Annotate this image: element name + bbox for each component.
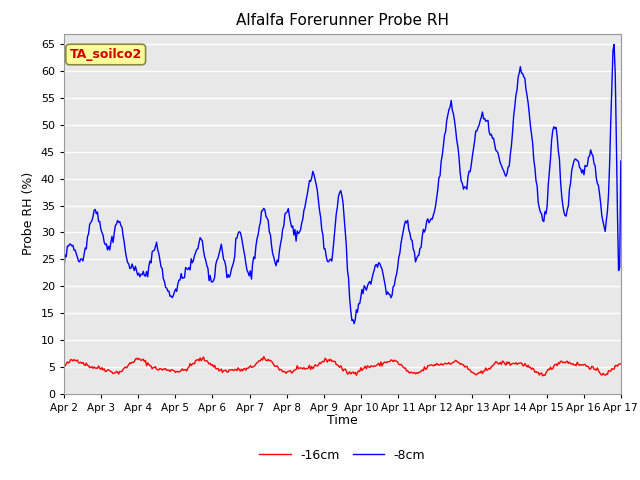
-8cm [518,70,525,76]
Text: TA_soilco2: TA_soilco2 [70,48,142,61]
-16cm [60,363,68,369]
-8cm [350,321,358,326]
-8cm [362,288,370,293]
Title: Alfalfa Forerunner Probe RH: Alfalfa Forerunner Probe RH [236,13,449,28]
-16cm [260,354,268,360]
-8cm [611,42,618,48]
-8cm [60,264,68,270]
-8cm [393,272,401,277]
-8cm [328,258,335,264]
Legend: -16cm, -8cm: -16cm, -8cm [254,444,430,467]
Line: -16cm: -16cm [64,357,621,376]
-8cm [605,192,612,197]
-16cm [617,361,625,367]
-16cm [362,366,370,372]
-16cm [518,360,525,366]
Line: -8cm: -8cm [64,45,621,324]
-16cm [329,358,337,364]
-8cm [324,259,332,264]
-16cm [539,373,547,379]
-16cm [606,368,614,374]
-16cm [326,358,333,363]
-8cm [617,158,625,164]
X-axis label: Time: Time [327,414,358,427]
Y-axis label: Probe RH (%): Probe RH (%) [22,172,35,255]
-16cm [393,358,401,364]
